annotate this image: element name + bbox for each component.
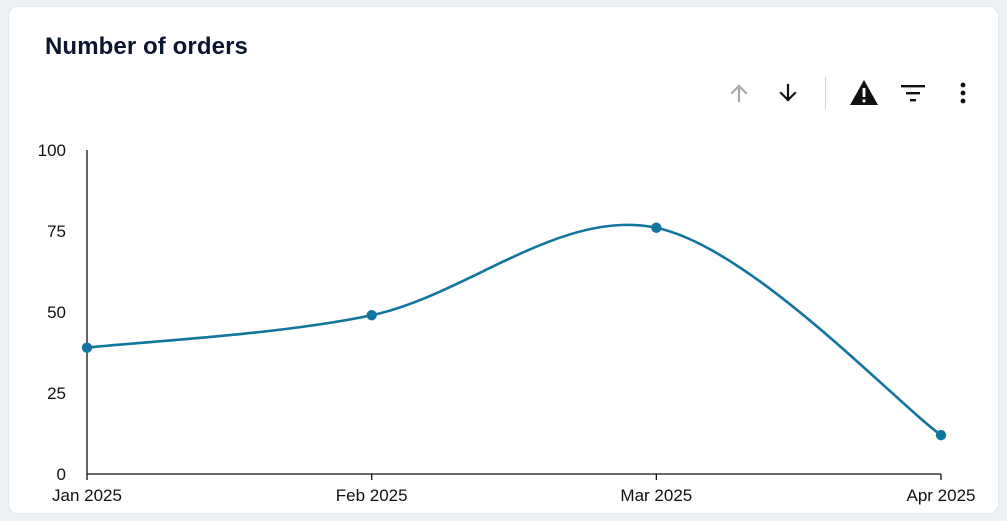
- toolbar-divider: [825, 77, 826, 109]
- x-tick-label: Apr 2025: [907, 486, 976, 505]
- sort-ascending-button[interactable]: [723, 77, 755, 109]
- x-axis-ticks: Jan 2025 Feb 2025 Mar 2025 Apr 2025: [52, 474, 976, 505]
- warning-button[interactable]: [848, 77, 880, 109]
- y-axis-ticks: 0 25 50 75 100: [38, 141, 66, 484]
- x-tick-label: Feb 2025: [336, 486, 408, 505]
- warning-icon: [850, 80, 878, 105]
- chart-title: Number of orders: [45, 33, 248, 60]
- series-line: [86, 223, 942, 437]
- data-point[interactable]: [651, 222, 662, 233]
- data-point[interactable]: [935, 429, 947, 441]
- chart-card: Number of orders: [8, 6, 999, 514]
- filter-icon: [901, 85, 925, 102]
- arrow-down-icon: [779, 83, 797, 102]
- chart-series: [81, 222, 947, 441]
- chart-axes: [86, 150, 941, 475]
- data-point[interactable]: [366, 310, 377, 321]
- sort-descending-button[interactable]: [772, 77, 804, 109]
- y-tick-label: 25: [47, 384, 66, 403]
- arrow-up-icon: [730, 84, 748, 103]
- filter-button[interactable]: [897, 77, 929, 109]
- more-options-button[interactable]: [947, 77, 979, 109]
- y-tick-label: 50: [47, 303, 66, 322]
- y-tick-label: 75: [47, 222, 66, 241]
- y-tick-label: 0: [57, 465, 66, 484]
- x-tick-label: Jan 2025: [52, 486, 122, 505]
- chart-toolbar: [715, 73, 985, 113]
- data-point[interactable]: [81, 342, 93, 353]
- y-tick-label: 100: [38, 141, 66, 160]
- x-tick-label: Mar 2025: [620, 486, 692, 505]
- more-vert-icon: [960, 82, 966, 104]
